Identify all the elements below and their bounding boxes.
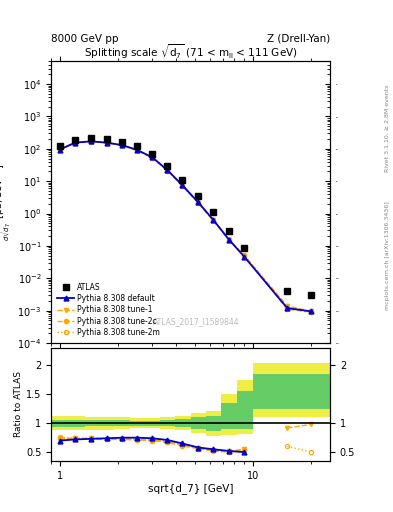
Title: Splitting scale $\sqrt{\mathdefault{d_7}}$ (71 < m$_{\mathdefault{ll}}$ < 111 Ge: Splitting scale $\sqrt{\mathdefault{d_7}…: [84, 42, 298, 61]
Text: Rivet 3.1.10, ≥ 2.8M events: Rivet 3.1.10, ≥ 2.8M events: [385, 84, 389, 172]
Y-axis label: Ratio to ATLAS: Ratio to ATLAS: [14, 372, 23, 437]
Y-axis label: $\frac{d\sigma}{d\sqrt{d_7}}$ [pb,GeV$^{-1}$]: $\frac{d\sigma}{d\sqrt{d_7}}$ [pb,GeV$^{…: [0, 163, 15, 241]
Text: 8000 GeV pp: 8000 GeV pp: [51, 33, 119, 44]
Text: ATLAS_2017_I1589844: ATLAS_2017_I1589844: [153, 317, 239, 326]
X-axis label: sqrt{d_7} [GeV]: sqrt{d_7} [GeV]: [148, 483, 233, 494]
Text: mcplots.cern.ch [arXiv:1306.3436]: mcplots.cern.ch [arXiv:1306.3436]: [385, 202, 389, 310]
Text: Z (Drell-Yan): Z (Drell-Yan): [267, 33, 330, 44]
Legend: ATLAS, Pythia 8.308 default, Pythia 8.308 tune-1, Pythia 8.308 tune-2c, Pythia 8: ATLAS, Pythia 8.308 default, Pythia 8.30…: [55, 281, 162, 339]
